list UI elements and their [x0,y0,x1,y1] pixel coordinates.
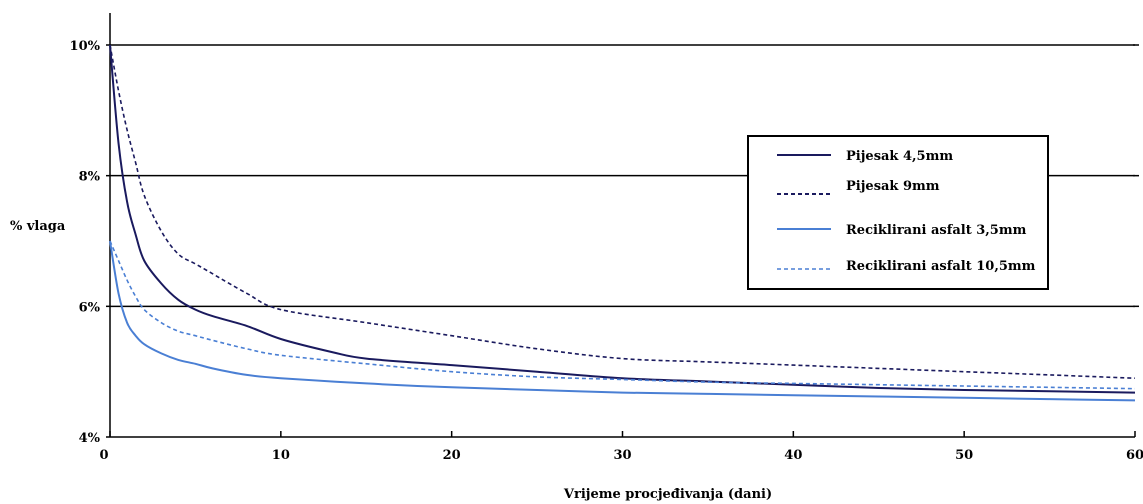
y-tick-label-6: 6% [79,300,101,315]
legend-label-reciklirani-10-5mm: Reciklirani asfalt 10,5mm [846,259,1036,274]
legend-label-reciklirani-3-5mm: Reciklirani asfalt 3,5mm [846,223,1027,238]
y-tick-label-4: 4% [79,431,101,446]
x-tick-label-0: 0 [99,448,108,463]
legend-box [747,135,1049,290]
y-tick-label-10: 10% [70,39,101,54]
legend-label-pijesak-9mm: Pijesak 9mm [846,179,940,194]
x-tick-label-50: 50 [955,448,973,463]
tick-labels: 0 10 20 30 40 50 60 4% 6% 8% 10% [70,39,1143,463]
x-tick-label-40: 40 [784,448,802,463]
y-tick-label-8: 8% [79,170,101,185]
series-line-1 [109,44,1136,394]
series-line-4 [109,240,1136,390]
legend-label-pijesak-4-5mm: Pijesak 4,5mm [846,149,953,164]
x-tick-label-60: 60 [1126,448,1143,463]
series-line-3 [109,240,1136,402]
gridlines [110,44,1139,308]
legend: Pijesak 4,5mm Pijesak 9mm Reciklirani as… [747,135,1049,290]
x-tick-label-10: 10 [272,448,290,463]
y-axis-label: % vlaga [10,219,66,234]
series-lines [109,44,1136,402]
x-axis-label: Vrijeme procjeđivanja (dani) [563,487,772,502]
x-tick-label-20: 20 [443,448,461,463]
x-tick-label-30: 30 [613,448,631,463]
series-line-2 [109,44,1136,379]
